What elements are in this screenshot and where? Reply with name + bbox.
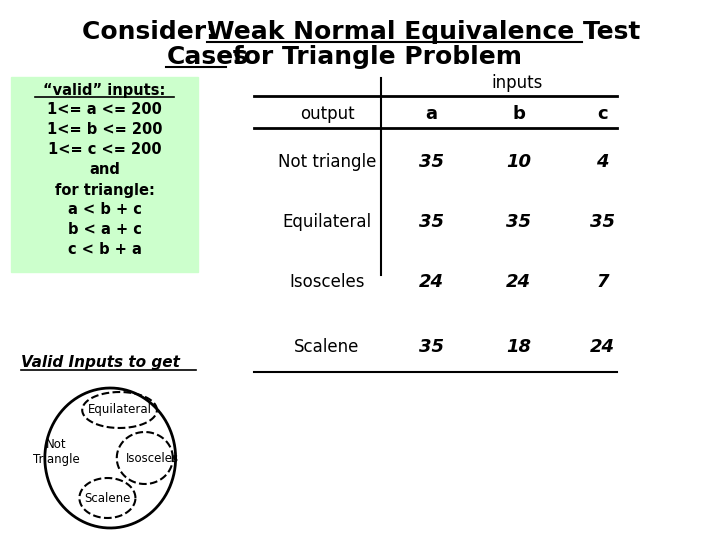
Text: b < a + c: b < a + c	[68, 222, 142, 238]
Text: 4: 4	[596, 153, 609, 171]
Text: 18: 18	[506, 338, 531, 356]
Text: 1<= c <= 200: 1<= c <= 200	[48, 143, 161, 158]
Text: 35: 35	[419, 338, 444, 356]
Text: Equilateral: Equilateral	[88, 403, 152, 416]
Text: inputs: inputs	[492, 74, 543, 92]
Text: 35: 35	[506, 213, 531, 231]
Text: Not triangle: Not triangle	[278, 153, 376, 171]
Text: 24: 24	[419, 273, 444, 291]
Text: Not
Triangle: Not Triangle	[32, 438, 79, 466]
Text: for triangle:: for triangle:	[55, 183, 155, 198]
Text: and: and	[89, 163, 120, 178]
Text: Valid Inputs to get: Valid Inputs to get	[21, 354, 179, 369]
Text: 1<= a <= 200: 1<= a <= 200	[48, 103, 162, 118]
Text: Scalene: Scalene	[294, 338, 359, 356]
Text: for Triangle Problem: for Triangle Problem	[224, 45, 522, 69]
Text: Consider:: Consider:	[82, 20, 225, 44]
Text: output: output	[300, 105, 354, 123]
Text: 35: 35	[419, 153, 444, 171]
Text: 35: 35	[419, 213, 444, 231]
Text: b: b	[512, 105, 525, 123]
Text: Equilateral: Equilateral	[282, 213, 372, 231]
Text: a: a	[426, 105, 438, 123]
Text: Isosceles: Isosceles	[126, 451, 179, 464]
Text: 10: 10	[506, 153, 531, 171]
Text: 24: 24	[506, 273, 531, 291]
Text: Weak Normal Equivalence Test: Weak Normal Equivalence Test	[207, 20, 641, 44]
Text: 24: 24	[590, 338, 615, 356]
Text: Isosceles: Isosceles	[289, 273, 365, 291]
Text: Scalene: Scalene	[84, 491, 130, 504]
Text: c < b + a: c < b + a	[68, 242, 142, 258]
FancyBboxPatch shape	[12, 77, 198, 272]
Text: “valid” inputs:: “valid” inputs:	[43, 83, 166, 98]
Text: Cases: Cases	[166, 45, 248, 69]
Text: 7: 7	[596, 273, 609, 291]
Text: a < b + c: a < b + c	[68, 202, 142, 218]
Text: 1<= b <= 200: 1<= b <= 200	[47, 123, 163, 138]
Text: c: c	[597, 105, 608, 123]
Text: 35: 35	[590, 213, 615, 231]
